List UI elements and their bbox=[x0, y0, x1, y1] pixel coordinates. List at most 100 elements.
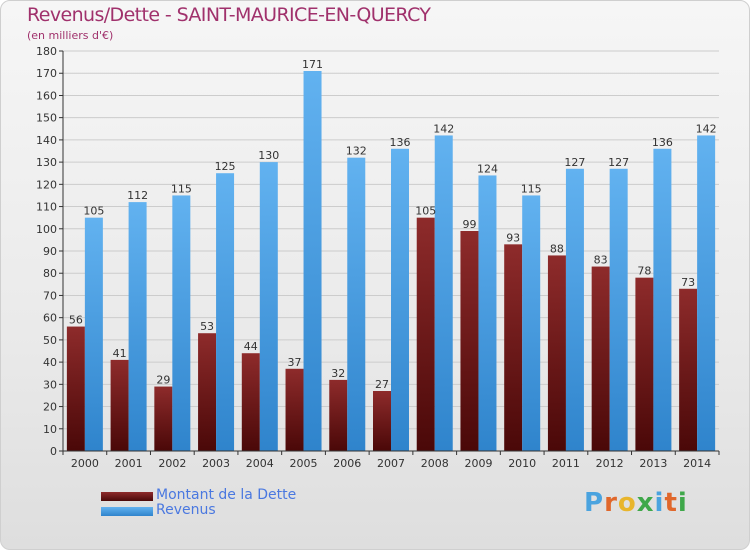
bar-dette bbox=[416, 217, 435, 451]
logo-letter: P bbox=[584, 488, 605, 518]
x-tick-label: 2000 bbox=[71, 457, 99, 470]
x-tick-label: 2013 bbox=[639, 457, 667, 470]
y-tick-label: 70 bbox=[43, 289, 57, 302]
x-tick-label: 2006 bbox=[333, 457, 361, 470]
y-tick-label: 150 bbox=[36, 112, 57, 125]
data-label-dette: 56 bbox=[69, 314, 83, 327]
data-label-revenus: 142 bbox=[696, 122, 717, 135]
data-label-dette: 73 bbox=[681, 276, 695, 289]
y-tick-label: 130 bbox=[36, 156, 57, 169]
data-label-dette: 32 bbox=[331, 367, 345, 380]
y-tick-label: 40 bbox=[43, 356, 57, 369]
bar-dette bbox=[154, 386, 173, 451]
y-tick-label: 120 bbox=[36, 178, 57, 191]
bar-revenus bbox=[259, 162, 278, 451]
y-tick-label: 60 bbox=[43, 312, 57, 325]
bar-revenus bbox=[303, 71, 322, 451]
x-tick-label: 2010 bbox=[508, 457, 536, 470]
y-tick-label: 110 bbox=[36, 201, 57, 214]
data-label-revenus: 171 bbox=[302, 58, 323, 71]
y-tick-label: 20 bbox=[43, 401, 57, 414]
legend-swatch-dette bbox=[101, 492, 153, 501]
y-tick-label: 160 bbox=[36, 89, 57, 102]
bar-revenus bbox=[391, 148, 409, 451]
logo-letter: x bbox=[636, 488, 655, 518]
proxiti-logo: Proxiti bbox=[584, 488, 688, 518]
legend-label-revenus: Revenus bbox=[156, 502, 216, 518]
bar-dette bbox=[460, 231, 479, 451]
logo-letter: i bbox=[654, 488, 665, 518]
x-tick-label: 2009 bbox=[464, 457, 492, 470]
data-label-revenus: 127 bbox=[608, 156, 629, 169]
data-label-revenus: 115 bbox=[521, 182, 542, 195]
data-label-revenus: 105 bbox=[83, 205, 104, 218]
bar-dette bbox=[504, 244, 523, 451]
bar-revenus bbox=[478, 175, 497, 451]
y-tick-label: 180 bbox=[36, 45, 57, 58]
x-tick-label: 2001 bbox=[115, 457, 143, 470]
bar-revenus bbox=[128, 202, 147, 451]
data-label-revenus: 112 bbox=[127, 189, 148, 202]
chart-title: Revenus/Dette - SAINT-MAURICE-EN-QUERCY bbox=[27, 4, 431, 26]
data-label-revenus: 115 bbox=[171, 182, 192, 195]
y-tick-label: 50 bbox=[43, 334, 57, 347]
x-tick-label: 2003 bbox=[202, 457, 230, 470]
data-label-dette: 37 bbox=[288, 356, 302, 369]
data-label-dette: 105 bbox=[415, 205, 436, 218]
bar-revenus bbox=[84, 217, 103, 451]
bar-dette bbox=[591, 266, 610, 451]
bar-dette bbox=[329, 379, 348, 451]
y-tick-label: 140 bbox=[36, 134, 57, 147]
legend-swatch-revenus bbox=[101, 507, 153, 516]
data-label-revenus: 130 bbox=[258, 149, 279, 162]
y-tick-label: 0 bbox=[50, 445, 57, 458]
x-tick-label: 2008 bbox=[421, 457, 449, 470]
x-tick-label: 2012 bbox=[596, 457, 624, 470]
data-label-revenus: 142 bbox=[433, 122, 454, 135]
data-label-dette: 41 bbox=[113, 347, 127, 360]
data-label-revenus: 132 bbox=[346, 145, 367, 158]
logo-letter: r bbox=[604, 488, 618, 518]
data-label-dette: 93 bbox=[506, 231, 520, 244]
y-tick-label: 170 bbox=[36, 67, 57, 80]
data-label-dette: 78 bbox=[637, 265, 651, 278]
legend-label-dette: Montant de la Dette bbox=[156, 487, 297, 503]
bar-dette bbox=[635, 277, 654, 451]
bar-dette bbox=[110, 359, 129, 451]
data-label-dette: 29 bbox=[156, 374, 170, 387]
bar-revenus bbox=[172, 195, 191, 451]
bar-revenus bbox=[347, 157, 366, 451]
bar-revenus bbox=[434, 135, 453, 451]
x-tick-label: 2014 bbox=[683, 457, 711, 470]
bar-revenus bbox=[565, 168, 584, 451]
data-label-revenus: 127 bbox=[564, 156, 585, 169]
bar-revenus bbox=[653, 148, 672, 451]
logo-letter: o bbox=[617, 488, 637, 518]
data-label-revenus: 125 bbox=[215, 160, 236, 173]
data-labels: 56 105 41 112 29 115 53 125 44 130 37 171 32 132 27 136… bbox=[69, 58, 717, 391]
bar-dette bbox=[679, 288, 698, 451]
y-tick-label: 10 bbox=[43, 423, 57, 436]
bar-dette bbox=[241, 353, 260, 451]
bar-dette bbox=[66, 326, 85, 451]
bar-dette bbox=[547, 255, 566, 451]
x-axis: 2000 2001 2002 2003 2004 2005 2006 2007 2008 2009… bbox=[62, 450, 720, 470]
y-axis: 0 10 20 30 40 50 60 70 80 90 100 110 120 130 140 150 160… bbox=[36, 45, 64, 458]
bar-dette bbox=[285, 368, 304, 451]
data-label-revenus: 136 bbox=[390, 136, 411, 149]
data-label-dette: 53 bbox=[200, 320, 214, 333]
logo-letter: t bbox=[664, 488, 678, 518]
x-tick-label: 2011 bbox=[552, 457, 580, 470]
y-tick-label: 100 bbox=[36, 223, 57, 236]
y-tick-label: 90 bbox=[43, 245, 57, 258]
bar-dette bbox=[373, 391, 391, 451]
bar-revenus bbox=[609, 168, 628, 451]
x-tick-label: 2005 bbox=[290, 457, 318, 470]
data-label-dette: 27 bbox=[375, 378, 389, 391]
bar-revenus bbox=[697, 135, 716, 451]
bar-dette bbox=[198, 333, 217, 451]
data-label-revenus: 136 bbox=[652, 136, 673, 149]
data-label-dette: 83 bbox=[594, 254, 608, 267]
